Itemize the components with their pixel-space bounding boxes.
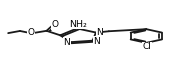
Text: NH₂: NH₂ <box>69 20 87 29</box>
Text: O: O <box>28 28 34 37</box>
Text: N: N <box>93 37 100 46</box>
Text: O: O <box>52 20 59 29</box>
Text: Cl: Cl <box>142 42 151 51</box>
Text: N: N <box>96 28 103 37</box>
Text: N: N <box>63 38 70 47</box>
